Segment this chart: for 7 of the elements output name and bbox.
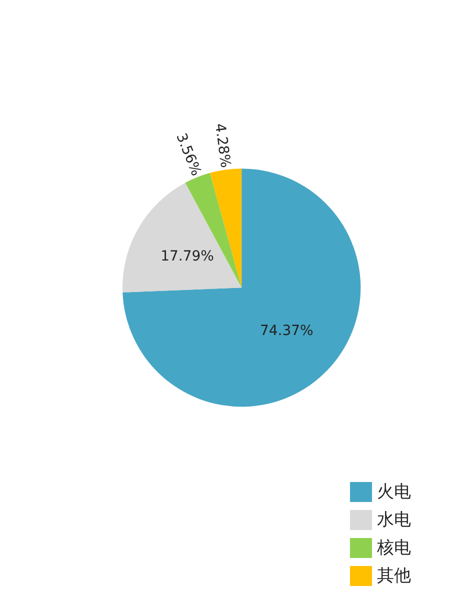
data-label: 17.79% [160,248,214,265]
data-label: 74.37% [260,322,314,339]
data-label: 4.28% [211,122,234,169]
legend-label: 核电 [376,538,411,558]
legend-label: 水电 [377,510,411,530]
legend-label: 其他 [377,566,411,586]
legend-label: 火电 [377,482,411,502]
